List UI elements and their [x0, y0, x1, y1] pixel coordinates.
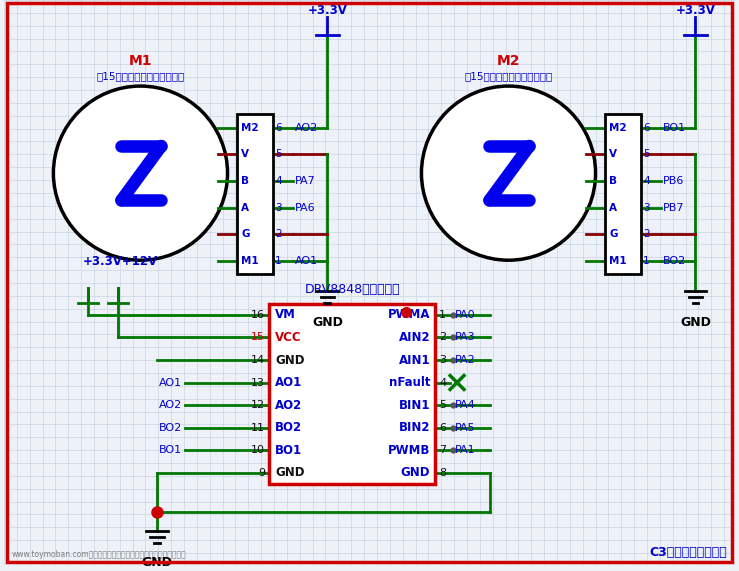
Text: 4: 4: [275, 176, 282, 186]
Text: 6: 6: [275, 123, 282, 132]
Text: GND: GND: [312, 316, 343, 328]
Text: 12: 12: [251, 400, 265, 410]
Text: AO2: AO2: [295, 123, 318, 132]
Text: GND: GND: [401, 466, 430, 479]
Text: B: B: [610, 176, 617, 186]
Text: 5: 5: [275, 150, 282, 159]
Text: 2: 2: [643, 230, 650, 239]
Text: nFault: nFault: [389, 376, 430, 389]
Text: PB6: PB6: [663, 176, 684, 186]
Circle shape: [53, 86, 228, 260]
Text: PA5: PA5: [455, 423, 476, 432]
Text: 4: 4: [643, 176, 650, 186]
Text: AIN1: AIN1: [399, 353, 430, 367]
Text: PA0: PA0: [455, 310, 476, 320]
Text: 3: 3: [275, 203, 282, 213]
Text: AO1: AO1: [295, 256, 318, 266]
Text: +3.3V: +3.3V: [307, 4, 347, 17]
Text: 1: 1: [439, 310, 446, 320]
Text: 11: 11: [251, 423, 265, 432]
Text: 2: 2: [439, 332, 446, 343]
Text: BIN1: BIN1: [399, 399, 430, 412]
Text: V: V: [242, 150, 249, 159]
Bar: [237, 114, 273, 274]
Text: PWMA: PWMA: [388, 308, 430, 321]
Text: M1: M1: [242, 256, 259, 266]
Circle shape: [421, 86, 596, 260]
Text: 3: 3: [643, 203, 650, 213]
Text: +3.3V: +3.3V: [675, 4, 715, 17]
Text: AO2: AO2: [159, 400, 182, 410]
Text: V: V: [610, 150, 617, 159]
Text: AO2: AO2: [275, 399, 302, 412]
Text: +3.3V+12V: +3.3V+12V: [83, 255, 158, 268]
Text: VCC: VCC: [275, 331, 302, 344]
Text: M2: M2: [242, 123, 259, 132]
Text: PA2: PA2: [455, 355, 476, 365]
Text: AO1: AO1: [275, 376, 302, 389]
Text: BO1: BO1: [275, 444, 302, 457]
Text: 6: 6: [643, 123, 650, 132]
Text: 8: 8: [439, 468, 446, 477]
Text: M1: M1: [129, 54, 152, 69]
Text: G: G: [242, 230, 250, 239]
Text: GND: GND: [680, 316, 711, 328]
Text: AO1: AO1: [159, 377, 182, 388]
Text: BO1: BO1: [159, 445, 182, 455]
Text: 3: 3: [439, 355, 446, 365]
Text: www.toymoban.com图片仅供展示，非存储，如有侵权请联系删除。: www.toymoban.com图片仅供展示，非存储，如有侵权请联系删除。: [12, 550, 186, 559]
Text: AIN2: AIN2: [399, 331, 430, 344]
Bar: [269, 304, 435, 484]
Text: 幂15线编码器直流减速右电机: 幂15线编码器直流减速右电机: [464, 71, 553, 81]
Text: M2: M2: [497, 54, 520, 69]
Text: C3电机驱动及编码器: C3电机驱动及编码器: [650, 546, 727, 559]
Text: 15: 15: [251, 332, 265, 343]
Text: BO2: BO2: [275, 421, 302, 434]
Text: 1: 1: [643, 256, 650, 266]
Text: A: A: [242, 203, 249, 213]
Text: 1: 1: [275, 256, 282, 266]
Text: BIN2: BIN2: [399, 421, 430, 434]
Text: A: A: [610, 203, 617, 213]
Text: 13: 13: [251, 377, 265, 388]
Text: PB7: PB7: [663, 203, 684, 213]
Text: BO2: BO2: [663, 256, 686, 266]
Text: VM: VM: [275, 308, 296, 321]
Text: B: B: [242, 176, 249, 186]
Text: 14: 14: [251, 355, 265, 365]
Text: 5: 5: [643, 150, 650, 159]
Text: 幂15线编码器直流减速左电机: 幂15线编码器直流减速左电机: [96, 71, 185, 81]
Text: PA6: PA6: [295, 203, 316, 213]
Text: PA3: PA3: [455, 332, 476, 343]
Text: 16: 16: [251, 310, 265, 320]
Text: 2: 2: [275, 230, 282, 239]
Text: M1: M1: [610, 256, 627, 266]
Text: PA7: PA7: [295, 176, 316, 186]
Text: M2: M2: [610, 123, 627, 132]
Text: 10: 10: [251, 445, 265, 455]
Text: DRV8848双电机驱动: DRV8848双电机驱动: [304, 283, 400, 296]
Text: 5: 5: [439, 400, 446, 410]
Text: G: G: [610, 230, 618, 239]
Bar: [605, 114, 641, 274]
Text: BO2: BO2: [159, 423, 182, 432]
Text: 9: 9: [258, 468, 265, 477]
Text: GND: GND: [142, 556, 173, 569]
Text: PWMB: PWMB: [388, 444, 430, 457]
Text: 7: 7: [439, 445, 446, 455]
Text: GND: GND: [275, 353, 304, 367]
Text: 6: 6: [439, 423, 446, 432]
Text: PA1: PA1: [455, 445, 476, 455]
Text: BO1: BO1: [663, 123, 686, 132]
Text: GND: GND: [275, 466, 304, 479]
Text: PA4: PA4: [455, 400, 476, 410]
Text: 4: 4: [439, 377, 446, 388]
